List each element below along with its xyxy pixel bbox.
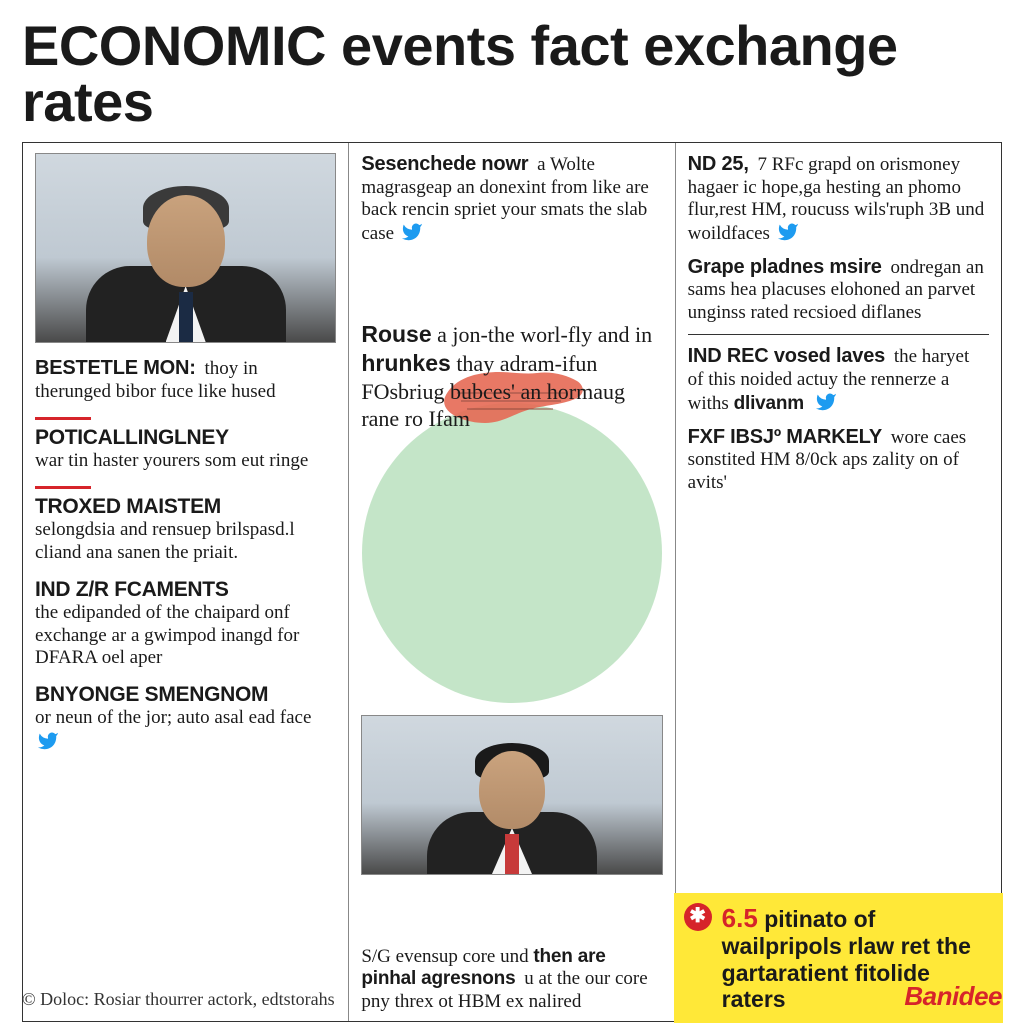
col1-item-1: POTICALLINGLNEY war tin haster yourers s… [35, 426, 336, 472]
photo-credit: © Doloc: Rosiar thourrer actork, edtstor… [22, 989, 335, 1010]
col2-pull-quote: Rouse a jon-the worl-fly and in hrunkes … [361, 320, 662, 433]
green-circle-graphic [362, 403, 662, 703]
col1-body-2: selongdsia and rensuep brilspasd.l clian… [35, 519, 336, 564]
col1-item-3: IND Z/R FCAMENTS the edipanded of the ch… [35, 578, 336, 669]
portrait-photo-1 [35, 153, 336, 343]
col3-lead-2: IND REC vosed laves [688, 345, 885, 367]
col3-tailbold-2: dlivanm [734, 393, 804, 414]
col3-lead-3: FXF IBSJº MARKELY [688, 426, 882, 448]
red-rule [35, 486, 91, 489]
publication-brand: Banidee [904, 981, 1002, 1012]
highlight-number: 6.5 [722, 903, 758, 933]
twitter-bird-icon [35, 730, 61, 752]
col1-body-1: war tin haster yourers som eut ringe [35, 450, 336, 472]
col3-lead-0: ND 25, [688, 153, 749, 175]
col2-pull-lead1: Rouse [361, 321, 431, 347]
column-1: BESTETLE MON: thoy in therunged bibor fu… [23, 143, 348, 1021]
column-3: ND 25, 7 RFc grapd on orismoney hagaer i… [675, 143, 1001, 1021]
col1-item-0: BESTETLE MON: thoy in therunged bibor fu… [35, 357, 336, 403]
portrait-photo-2-wrap [361, 715, 662, 875]
col3-lead-1: Grape pladnes msire [688, 256, 882, 278]
col1-head-1: POTICALLINGLNEY [35, 426, 336, 450]
col1-head-4: BNYONGE SMENGNOM [35, 683, 336, 707]
highlight-line1: pitinato of [758, 906, 876, 932]
red-rule [35, 417, 91, 420]
col2-bottom-t1: S/G evensup core und [361, 946, 533, 967]
star-icon: ✱ [684, 903, 712, 931]
divider [688, 334, 989, 335]
col1-body-4: or neun of the jor; auto asal ead face [35, 707, 311, 728]
newspaper-page: Economic events fact exchange rates BEST… [0, 0, 1024, 1024]
col2-bottom-block: S/G evensup core und then are pinhal agr… [361, 946, 662, 1013]
col2-pull-mid1: a jon-the worl-fly and in [432, 322, 653, 347]
col3-item-1: Grape pladnes msire ondregan an sams hea… [688, 256, 989, 324]
col3-item-2: IND REC vosed laves the haryet of this n… [688, 345, 989, 415]
col2-top-block: Sesenchede nowr a Wolte magrasgeap an do… [361, 153, 662, 246]
portrait-photo-2 [361, 715, 662, 875]
col1-item-2: TROXED MAISTEM selongdsia and rensuep br… [35, 495, 336, 564]
twitter-bird-icon [775, 221, 801, 243]
column-2: Sesenchede nowr a Wolte magrasgeap an do… [348, 143, 674, 1021]
content-frame: BESTETLE MON: thoy in therunged bibor fu… [22, 142, 1002, 1022]
col3-item-0: ND 25, 7 RFc grapd on orismoney hagaer i… [688, 153, 989, 246]
twitter-bird-icon [813, 391, 839, 413]
twitter-bird-icon [399, 221, 425, 243]
col1-head-3: IND Z/R FCAMENTS [35, 578, 336, 602]
col1-item-4: BNYONGE SMENGNOM or neun of the jor; aut… [35, 683, 336, 754]
col1-body-3: the edipanded of the chaipard onf exchan… [35, 602, 336, 669]
col1-head-2: TROXED MAISTEM [35, 495, 336, 519]
col3-item-3: FXF IBSJº MARKELY wore caes sonstited HM… [688, 426, 989, 494]
col1-lead-0: BESTETLE MON: [35, 357, 196, 379]
col2-top-lead: Sesenchede nowr [361, 153, 528, 175]
page-headline: Economic events fact exchange rates [22, 18, 1002, 142]
headline-first-word: Economic [22, 14, 326, 77]
col2-pull-lead2: hrunkes [361, 350, 450, 376]
